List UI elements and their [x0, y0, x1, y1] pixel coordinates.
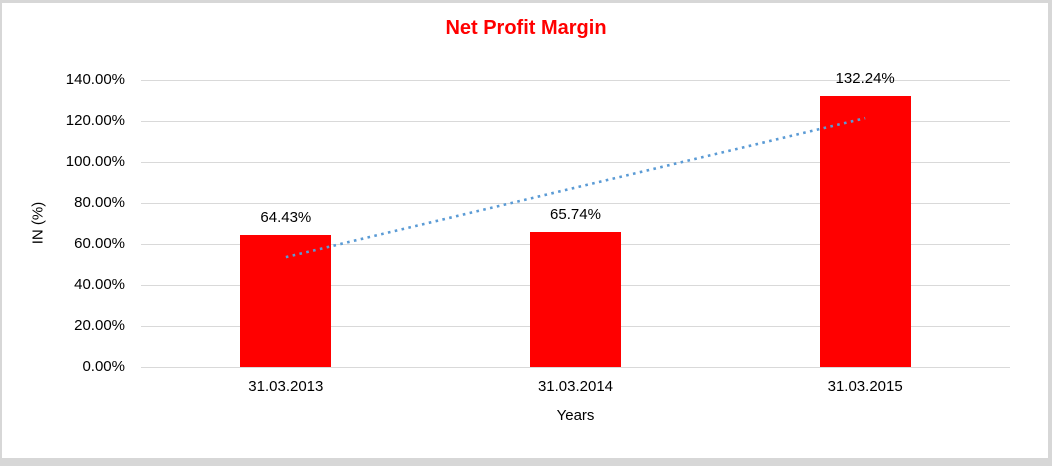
- bar-data-label: 132.24%: [835, 69, 895, 87]
- y-axis-tick-label: 80.00%: [74, 194, 125, 211]
- chart-title: Net Profit Margin: [445, 17, 607, 39]
- trendline: [285, 116, 866, 259]
- y-axis-tick-label: 20.00%: [74, 317, 125, 334]
- bar-31.03.2014: [530, 232, 621, 367]
- x-axis-category-labels: 31.03.2013 31.03.2014 31.03.2015: [141, 378, 1010, 398]
- gridline: [141, 162, 1010, 163]
- y-axis-tick-label: 100.00%: [65, 153, 125, 170]
- bar-31.03.2015: [819, 95, 911, 367]
- gridline: [141, 203, 1010, 204]
- gridline: [141, 80, 1010, 81]
- bar-data-label: 64.43%: [260, 208, 312, 226]
- y-axis-tick-label: 40.00%: [74, 276, 125, 293]
- gridline: [141, 121, 1010, 122]
- y-axis-tick-labels: 140.00% 120.00% 100.00% 80.00% 60.00% 40.00% 2…: [0, 0, 125, 466]
- x-axis-title: Years: [556, 407, 595, 424]
- y-axis-tick-label: 140.00%: [65, 71, 125, 88]
- bar-data-label: 65.74%: [550, 206, 601, 224]
- y-axis-tick-label: 120.00%: [65, 112, 125, 129]
- gridline: [141, 367, 1010, 368]
- x-axis-tick-label: 31.03.2014: [537, 378, 614, 395]
- x-axis-tick-label: 31.03.2015: [827, 378, 903, 395]
- y-axis-tick-label: 60.00%: [74, 235, 125, 252]
- y-axis-tick-label: 0.00%: [82, 358, 125, 375]
- plot-area: 64.43% 65.74% 132.24%: [141, 70, 1010, 368]
- x-axis-tick-label: 31.03.2013: [248, 378, 324, 395]
